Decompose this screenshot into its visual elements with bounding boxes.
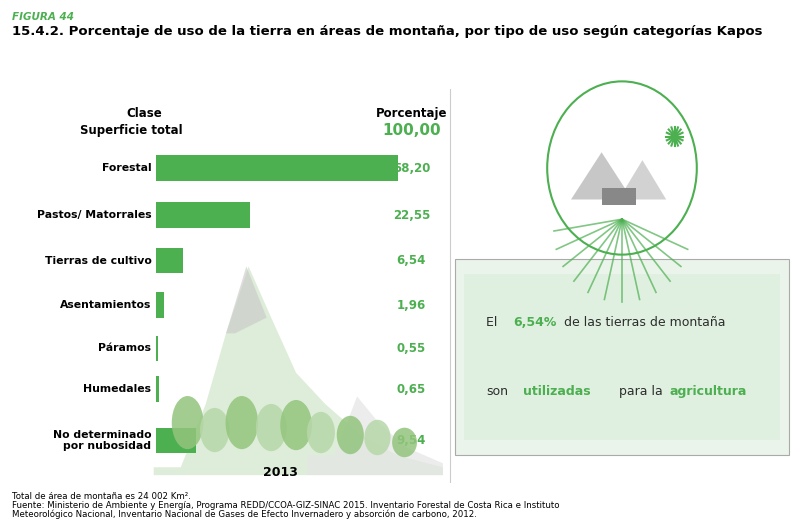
Ellipse shape bbox=[392, 428, 417, 457]
Text: para la: para la bbox=[618, 384, 662, 397]
Text: agricultura: agricultura bbox=[670, 384, 747, 397]
Polygon shape bbox=[571, 152, 632, 200]
Polygon shape bbox=[226, 267, 266, 333]
FancyBboxPatch shape bbox=[156, 335, 158, 361]
Text: Humedales: Humedales bbox=[83, 384, 151, 394]
Text: Forestal: Forestal bbox=[102, 163, 151, 173]
FancyBboxPatch shape bbox=[156, 203, 250, 228]
Ellipse shape bbox=[337, 416, 364, 454]
Text: No determinado
por nubosidad: No determinado por nubosidad bbox=[53, 429, 151, 452]
Ellipse shape bbox=[280, 400, 312, 450]
Circle shape bbox=[547, 81, 697, 255]
Polygon shape bbox=[154, 267, 443, 475]
Text: 1,96: 1,96 bbox=[397, 299, 426, 311]
FancyBboxPatch shape bbox=[464, 274, 780, 440]
FancyBboxPatch shape bbox=[156, 428, 195, 453]
Text: Porcentaje: Porcentaje bbox=[375, 107, 447, 120]
Text: Total de área de montaña es 24 002 Km².: Total de área de montaña es 24 002 Km². bbox=[12, 492, 191, 501]
Text: 0,55: 0,55 bbox=[397, 342, 426, 355]
Text: El: El bbox=[486, 317, 502, 330]
FancyBboxPatch shape bbox=[156, 292, 164, 318]
Polygon shape bbox=[307, 396, 443, 475]
Text: Meteorológico Nacional, Inventario Nacional de Gases de Efecto Invernadero y abs: Meteorológico Nacional, Inventario Nacio… bbox=[12, 509, 477, 519]
Polygon shape bbox=[618, 160, 666, 200]
Text: 15.4.2. Porcentaje de uso de la tierra en áreas de montaña, por tipo de uso segú: 15.4.2. Porcentaje de uso de la tierra e… bbox=[12, 25, 762, 38]
Text: de las tierras de montaña: de las tierras de montaña bbox=[564, 317, 726, 330]
Text: 2013: 2013 bbox=[263, 466, 298, 479]
Text: 9,54: 9,54 bbox=[397, 434, 426, 447]
Text: 58,20: 58,20 bbox=[393, 162, 430, 174]
Text: son: son bbox=[486, 384, 508, 397]
Text: 6,54%: 6,54% bbox=[514, 317, 557, 330]
Text: Pastos/ Matorrales: Pastos/ Matorrales bbox=[37, 210, 151, 220]
Text: 0,65: 0,65 bbox=[397, 383, 426, 396]
Text: Tierras de cultivo: Tierras de cultivo bbox=[45, 256, 151, 266]
Ellipse shape bbox=[256, 404, 286, 451]
Text: Asentamientos: Asentamientos bbox=[60, 300, 151, 310]
Text: 100,00: 100,00 bbox=[382, 123, 441, 138]
Text: FIGURA 44: FIGURA 44 bbox=[12, 12, 74, 22]
FancyBboxPatch shape bbox=[156, 155, 398, 181]
Ellipse shape bbox=[172, 396, 203, 449]
Text: 22,55: 22,55 bbox=[393, 209, 430, 222]
FancyBboxPatch shape bbox=[602, 188, 636, 205]
Text: utilizadas: utilizadas bbox=[523, 384, 591, 397]
Text: 6,54: 6,54 bbox=[397, 254, 426, 267]
FancyBboxPatch shape bbox=[156, 376, 158, 402]
Text: Fuente: Ministerio de Ambiente y Energía, Programa REDD/CCOA-GIZ-SINAC 2015. Inv: Fuente: Ministerio de Ambiente y Energía… bbox=[12, 501, 559, 510]
Ellipse shape bbox=[307, 412, 335, 453]
Text: Páramos: Páramos bbox=[98, 343, 151, 353]
Ellipse shape bbox=[364, 420, 390, 455]
FancyBboxPatch shape bbox=[455, 259, 789, 455]
Text: Superficie total: Superficie total bbox=[79, 124, 182, 137]
Ellipse shape bbox=[226, 396, 258, 449]
Text: Clase: Clase bbox=[126, 107, 162, 120]
FancyBboxPatch shape bbox=[156, 248, 183, 274]
Ellipse shape bbox=[200, 408, 230, 452]
